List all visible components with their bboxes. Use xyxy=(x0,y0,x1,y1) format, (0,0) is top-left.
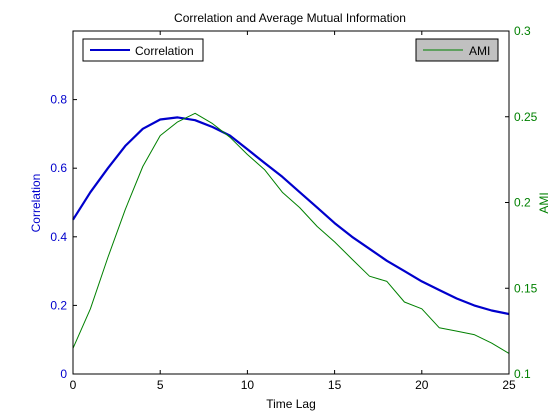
legend-ami: AMI xyxy=(415,38,499,62)
x-tick-label: 0 xyxy=(70,378,77,392)
y-left-tick-label: 0.6 xyxy=(50,161,67,175)
y-axis-left-label: Correlation xyxy=(29,174,43,233)
series-line-ami xyxy=(72,112,510,354)
series-line-correlation xyxy=(72,116,510,316)
x-tick-label: 5 xyxy=(157,378,164,392)
x-axis: 0 5 10 15 20 25 xyxy=(70,31,516,392)
y-left-tick-label: 0.8 xyxy=(50,93,67,107)
chart-title: Correlation and Average Mutual Informati… xyxy=(174,11,406,25)
series-layer xyxy=(72,112,510,354)
y-left-tick-label: 0 xyxy=(60,367,67,381)
y-axis-right-label: AMI xyxy=(537,192,551,213)
x-axis-label: Time Lag xyxy=(266,397,316,411)
legend-correlation-box xyxy=(82,38,204,62)
y-left-tick-label: 0.4 xyxy=(50,230,67,244)
y-right-tick-label: 0.3 xyxy=(514,24,531,38)
y-axis-right: 0.1 0.15 0.2 0.25 0.3 xyxy=(505,24,538,381)
x-tick-label: 15 xyxy=(328,378,342,392)
y-right-tick-label: 0.25 xyxy=(514,110,538,124)
x-tick-label: 10 xyxy=(241,378,255,392)
y-right-tick-label: 0.15 xyxy=(514,281,538,295)
legend-correlation: Correlation xyxy=(82,38,204,62)
plot-area xyxy=(73,31,509,374)
y-right-tick-label: 0.2 xyxy=(514,196,531,210)
legend-ami-label: AMI xyxy=(469,44,490,58)
y-right-tick-label: 0.1 xyxy=(514,367,531,381)
y-left-tick-label: 0.2 xyxy=(50,298,67,312)
y-axis-left: 0 0.2 0.4 0.6 0.8 xyxy=(50,93,77,381)
x-tick-label: 20 xyxy=(415,378,429,392)
x-tick-label: 25 xyxy=(502,378,516,392)
legend-correlation-label: Correlation xyxy=(135,44,194,58)
